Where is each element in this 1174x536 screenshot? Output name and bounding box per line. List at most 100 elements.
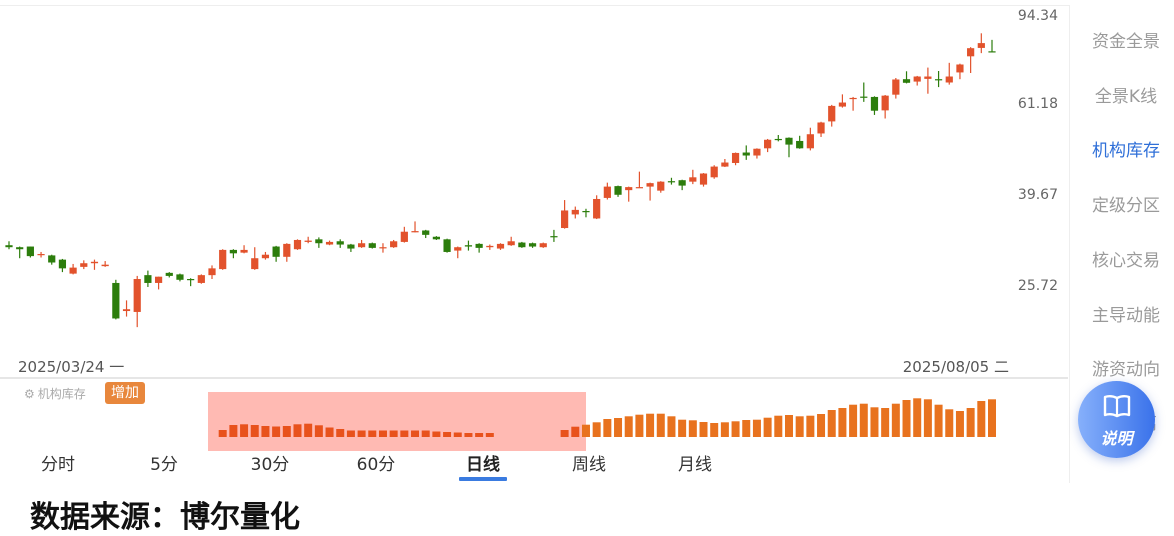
tab-weekly[interactable]: 周线	[572, 455, 606, 475]
candle-body	[347, 244, 355, 249]
sidebar-item-leading-momentum[interactable]: 主导动能	[1092, 306, 1160, 326]
candle-body	[614, 186, 622, 195]
candle	[325, 240, 334, 246]
candle	[657, 181, 665, 193]
tab-daily[interactable]: 日线	[466, 455, 500, 475]
candle	[80, 260, 88, 270]
candle	[625, 186, 633, 202]
sidebar-item-hot-money[interactable]: 游资动向	[1092, 360, 1160, 380]
candle	[347, 243, 355, 252]
candle	[336, 239, 344, 248]
candle-body	[710, 166, 718, 178]
candle	[240, 245, 248, 254]
candle	[208, 265, 216, 280]
candle-body	[785, 137, 793, 145]
candle-body	[133, 279, 141, 312]
candle	[764, 138, 772, 153]
candle-body	[742, 152, 750, 156]
candle	[165, 272, 173, 278]
sidebar-item-fund-overview[interactable]: 资金全景	[1092, 32, 1160, 52]
candle	[689, 169, 697, 185]
candle	[90, 259, 99, 270]
candle-body	[240, 249, 248, 253]
candle	[357, 239, 366, 248]
y-tick-label: 25.72	[1017, 278, 1058, 294]
candle	[539, 242, 547, 248]
candle	[507, 236, 515, 246]
indicator-bar	[945, 409, 954, 437]
indicator-bar	[902, 400, 911, 437]
sidebar-divider	[1069, 5, 1070, 483]
candle	[753, 148, 761, 159]
tab-60min[interactable]: 60分	[356, 455, 396, 475]
candlestick-chart[interactable]	[0, 0, 1070, 450]
candle-body	[753, 148, 761, 156]
sidebar-item-grading-zones[interactable]: 定级分区	[1092, 196, 1160, 216]
indicator-bar	[485, 433, 494, 437]
indicator-bar	[688, 420, 697, 437]
candle-body	[112, 282, 120, 319]
candle-body	[913, 76, 921, 82]
indicator-label[interactable]: ⚙ 机构库存	[24, 385, 86, 402]
candle	[518, 241, 526, 248]
candle-body	[16, 247, 24, 250]
candle-body	[646, 183, 654, 187]
tab-30min[interactable]: 30分	[250, 455, 290, 475]
indicator-bar	[635, 414, 644, 437]
indicator-bar	[464, 433, 473, 437]
indicator-bar	[966, 408, 975, 437]
candle-body	[37, 254, 45, 256]
indicator-bar	[913, 398, 922, 437]
indicator-bar	[421, 430, 430, 437]
candle-body	[796, 140, 804, 149]
indicator-bar	[859, 403, 868, 437]
sidebar-item-institution-inventory[interactable]: 机构库存	[1092, 141, 1160, 161]
candle-body	[945, 76, 953, 83]
sidebar-item-panorama-kline[interactable]: 全景K线	[1094, 87, 1158, 107]
candle	[496, 243, 505, 250]
candle	[283, 243, 291, 262]
candle-body	[678, 180, 686, 186]
candle	[710, 165, 718, 179]
indicator-bar	[336, 429, 345, 437]
sidebar-item-core-trading[interactable]: 核心交易	[1092, 251, 1160, 271]
candle	[902, 71, 911, 84]
candle-body	[561, 210, 569, 229]
indicator-bar	[891, 403, 900, 437]
tab-monthly[interactable]: 月线	[678, 455, 712, 475]
candle	[881, 94, 889, 119]
candle	[561, 200, 569, 229]
candle	[411, 221, 419, 233]
candle-body	[69, 267, 77, 274]
candle	[913, 75, 921, 86]
indicator-bar	[699, 422, 708, 437]
candle-body	[432, 236, 440, 240]
indicator-bar	[656, 413, 665, 437]
candle-body	[849, 97, 857, 100]
candle-body	[464, 245, 473, 247]
gear-icon: ⚙	[24, 386, 35, 401]
candle	[582, 208, 590, 218]
candle	[272, 245, 280, 262]
candle	[475, 243, 483, 253]
indicator-bar	[731, 421, 740, 437]
candle-body	[454, 247, 462, 251]
indicator-bar	[827, 410, 836, 437]
candle-body	[486, 245, 494, 248]
candle-body	[828, 105, 836, 122]
tab-minute[interactable]: 分时	[41, 455, 75, 475]
indicator-bar	[346, 430, 355, 437]
candle-body	[518, 242, 526, 248]
candle	[48, 254, 56, 265]
indicator-bar	[432, 431, 441, 437]
candle-body	[293, 239, 302, 250]
explain-button[interactable]: 说明	[1078, 381, 1155, 458]
candle-body	[881, 95, 889, 111]
candle-body	[144, 275, 152, 283]
candle	[251, 247, 259, 270]
candle	[486, 244, 494, 250]
tab-5min[interactable]: 5分	[150, 455, 178, 475]
candle-body	[988, 51, 996, 53]
candle-body	[315, 239, 323, 244]
candle	[26, 246, 34, 258]
